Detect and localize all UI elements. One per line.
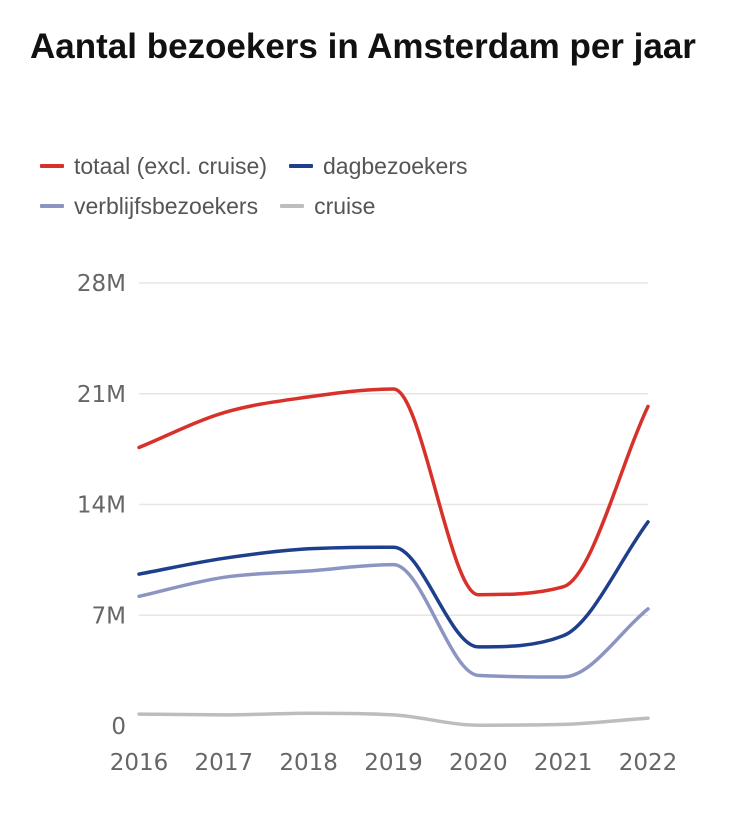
x-tick-label: 2020 bbox=[449, 750, 508, 776]
y-tick-label: 7M bbox=[92, 603, 126, 629]
legend-item-cruise[interactable]: cruise bbox=[280, 193, 375, 220]
chart-title: Aantal bezoekers in Amsterdam per jaar bbox=[30, 27, 696, 66]
x-tick-label: 2017 bbox=[195, 750, 254, 776]
legend-swatch-cruise bbox=[280, 204, 305, 208]
x-tick-label: 2016 bbox=[110, 750, 169, 776]
legend-item-verblijfsbezoekers[interactable]: verblijfsbezoekers bbox=[40, 193, 258, 220]
legend-swatch-totaal bbox=[40, 164, 64, 168]
legend-label-totaal: totaal (excl. cruise) bbox=[74, 152, 268, 179]
y-tick-label: 0 bbox=[111, 714, 126, 740]
y-tick-label: 21M bbox=[77, 382, 126, 408]
legend-label-cruise: cruise bbox=[314, 192, 376, 219]
x-tick-label: 2019 bbox=[364, 750, 423, 776]
series-line-cruise bbox=[137, 711, 650, 727]
legend-item-totaal[interactable]: totaal (excl. cruise) bbox=[40, 153, 267, 180]
y-tick-label: 14M bbox=[77, 493, 126, 519]
legend-swatch-dagbezoekers bbox=[289, 164, 314, 168]
series-line-dagbezoekers bbox=[137, 520, 650, 649]
legend-swatch-verblijfsbezoekers bbox=[40, 204, 64, 208]
legend-row: totaal (excl. cruise) dagbezoekers bbox=[40, 146, 700, 186]
x-tick-label: 2022 bbox=[619, 750, 678, 776]
legend-label-dagbezoekers: dagbezoekers bbox=[323, 152, 468, 179]
legend: totaal (excl. cruise) dagbezoekers verbl… bbox=[40, 146, 700, 226]
series-line-totaal bbox=[137, 387, 650, 597]
legend-label-verblijfsbezoekers: verblijfsbezoekers bbox=[74, 192, 259, 219]
legend-item-dagbezoekers[interactable]: dagbezoekers bbox=[289, 153, 468, 180]
y-tick-label: 28M bbox=[77, 271, 126, 297]
x-tick-label: 2018 bbox=[279, 750, 338, 776]
legend-row: verblijfsbezoekers cruise bbox=[40, 186, 700, 226]
series-line-verblijfsbezoekers bbox=[137, 562, 650, 679]
x-tick-label: 2021 bbox=[534, 750, 593, 776]
